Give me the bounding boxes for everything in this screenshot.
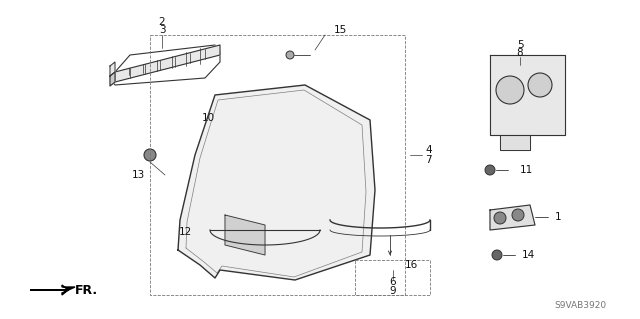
Text: 13: 13 xyxy=(131,170,145,180)
Circle shape xyxy=(227,115,237,125)
Polygon shape xyxy=(225,215,265,255)
Text: 10: 10 xyxy=(202,113,215,123)
Polygon shape xyxy=(110,62,115,76)
Circle shape xyxy=(332,137,368,173)
Polygon shape xyxy=(115,45,220,82)
Circle shape xyxy=(496,76,524,104)
Text: 6: 6 xyxy=(390,277,396,287)
Text: 4: 4 xyxy=(425,145,431,155)
Text: 9: 9 xyxy=(390,286,396,296)
Text: 1: 1 xyxy=(555,212,562,222)
Polygon shape xyxy=(30,285,75,295)
Circle shape xyxy=(144,149,156,161)
Circle shape xyxy=(512,209,524,221)
Text: 8: 8 xyxy=(516,48,524,58)
Text: S9VAB3920: S9VAB3920 xyxy=(554,300,606,309)
Circle shape xyxy=(528,73,552,97)
Circle shape xyxy=(494,212,506,224)
Polygon shape xyxy=(178,85,375,280)
Circle shape xyxy=(492,250,502,260)
Polygon shape xyxy=(110,72,115,86)
Circle shape xyxy=(190,210,200,220)
Polygon shape xyxy=(490,55,565,135)
Bar xyxy=(260,115,300,137)
Circle shape xyxy=(295,150,345,200)
Circle shape xyxy=(302,157,338,193)
Text: 3: 3 xyxy=(159,25,165,35)
Text: 12: 12 xyxy=(179,227,191,237)
Text: 5: 5 xyxy=(516,40,524,50)
Text: 11: 11 xyxy=(520,165,533,175)
Text: 14: 14 xyxy=(522,250,535,260)
Text: 2: 2 xyxy=(159,17,165,27)
Polygon shape xyxy=(500,135,530,150)
Circle shape xyxy=(338,143,362,167)
Circle shape xyxy=(286,51,294,59)
Text: 15: 15 xyxy=(333,25,347,35)
Polygon shape xyxy=(490,205,535,230)
Circle shape xyxy=(485,165,495,175)
Text: 16: 16 xyxy=(405,260,419,270)
Text: 7: 7 xyxy=(425,155,431,165)
Text: FR.: FR. xyxy=(75,284,98,296)
